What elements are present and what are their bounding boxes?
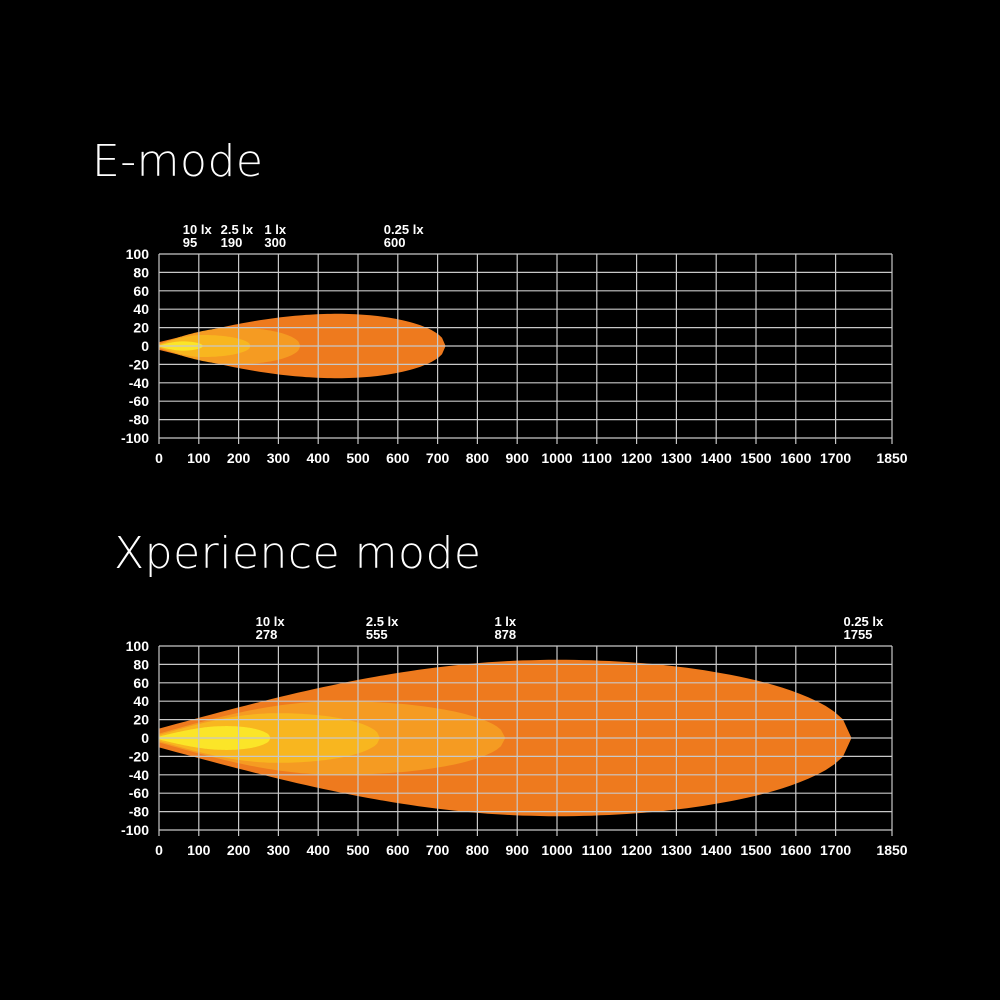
y-tick-label: -40	[129, 375, 149, 391]
annotation-lux: 10 lx	[256, 614, 286, 629]
x-tick-label: 1700	[820, 842, 851, 858]
y-tick-label: -20	[129, 356, 149, 372]
y-tick-label: -60	[129, 393, 149, 409]
x-tick-label: 1600	[780, 842, 811, 858]
chart-title-xperience-mode: Xperience mode	[114, 528, 482, 579]
x-tick-label: 1200	[621, 450, 652, 466]
annotation-distance: 1755	[843, 627, 872, 642]
x-tick-label: 1200	[621, 842, 652, 858]
y-tick-label: 20	[133, 320, 149, 336]
x-tick-label: 1850	[876, 450, 907, 466]
x-tick-label: 300	[267, 842, 291, 858]
y-tick-label: 100	[126, 638, 150, 654]
x-tick-label: 1100	[582, 450, 613, 466]
x-tick-label: 200	[227, 842, 251, 858]
y-tick-label: -40	[129, 767, 149, 783]
x-tick-label: 400	[307, 842, 331, 858]
y-tick-label: 60	[133, 283, 149, 299]
annotation-lux: 0.25 lx	[843, 614, 884, 629]
annotation-lux: 2.5 lx	[366, 614, 399, 629]
y-tick-label: 100	[126, 246, 150, 262]
x-tick-label: 700	[426, 842, 450, 858]
y-tick-label: -100	[121, 430, 149, 446]
y-tick-label: 40	[133, 693, 149, 709]
annotation-distance: 555	[366, 627, 388, 642]
x-tick-label: 1400	[701, 450, 732, 466]
y-tick-label: -80	[129, 804, 149, 820]
x-tick-label: 200	[227, 450, 251, 466]
x-tick-label: 1100	[582, 842, 613, 858]
annotation-distance: 878	[494, 627, 516, 642]
x-tick-label: 0	[155, 842, 163, 858]
x-tick-label: 500	[346, 842, 370, 858]
x-tick-label: 800	[466, 842, 490, 858]
y-tick-label: -100	[121, 822, 149, 838]
x-tick-label: 900	[506, 842, 530, 858]
y-tick-label: 40	[133, 301, 149, 317]
annotation-distance: 95	[183, 235, 197, 250]
annotation-lux: 0.25 lx	[384, 222, 425, 237]
x-tick-label: 600	[386, 842, 410, 858]
x-tick-label: 1850	[876, 842, 907, 858]
y-tick-label: 60	[133, 675, 149, 691]
x-tick-label: 100	[187, 450, 211, 466]
x-tick-label: 400	[307, 450, 331, 466]
y-tick-label: 20	[133, 712, 149, 728]
y-tick-label: 80	[133, 656, 149, 672]
y-tick-label: -20	[129, 748, 149, 764]
x-tick-label: 800	[466, 450, 490, 466]
annotation-lux: 2.5 lx	[221, 222, 254, 237]
x-tick-label: 1000	[541, 842, 572, 858]
annotation-distance: 190	[221, 235, 243, 250]
annotation-distance: 300	[264, 235, 286, 250]
x-tick-label: 1300	[661, 842, 692, 858]
x-tick-label: 1300	[661, 450, 692, 466]
annotation-distance: 278	[256, 627, 278, 642]
y-tick-label: -60	[129, 785, 149, 801]
annotation-distance: 600	[384, 235, 406, 250]
x-tick-label: 1000	[541, 450, 572, 466]
x-tick-label: 1700	[820, 450, 851, 466]
x-tick-label: 0	[155, 450, 163, 466]
x-tick-label: 700	[426, 450, 450, 466]
x-tick-label: 600	[386, 450, 410, 466]
x-tick-label: 300	[267, 450, 291, 466]
y-tick-label: 0	[141, 730, 149, 746]
annotation-lux: 1 lx	[494, 614, 516, 629]
y-tick-label: 80	[133, 264, 149, 280]
x-tick-label: 900	[506, 450, 530, 466]
x-tick-label: 1500	[740, 842, 771, 858]
x-tick-label: 1600	[780, 450, 811, 466]
x-tick-label: 1500	[740, 450, 771, 466]
chart-title-e-mode: E-mode	[92, 136, 264, 187]
x-tick-label: 500	[346, 450, 370, 466]
y-tick-label: 0	[141, 338, 149, 354]
x-tick-label: 1400	[701, 842, 732, 858]
annotation-lux: 1 lx	[264, 222, 286, 237]
x-tick-label: 100	[187, 842, 211, 858]
y-tick-label: -80	[129, 412, 149, 428]
annotation-lux: 10 lx	[183, 222, 213, 237]
